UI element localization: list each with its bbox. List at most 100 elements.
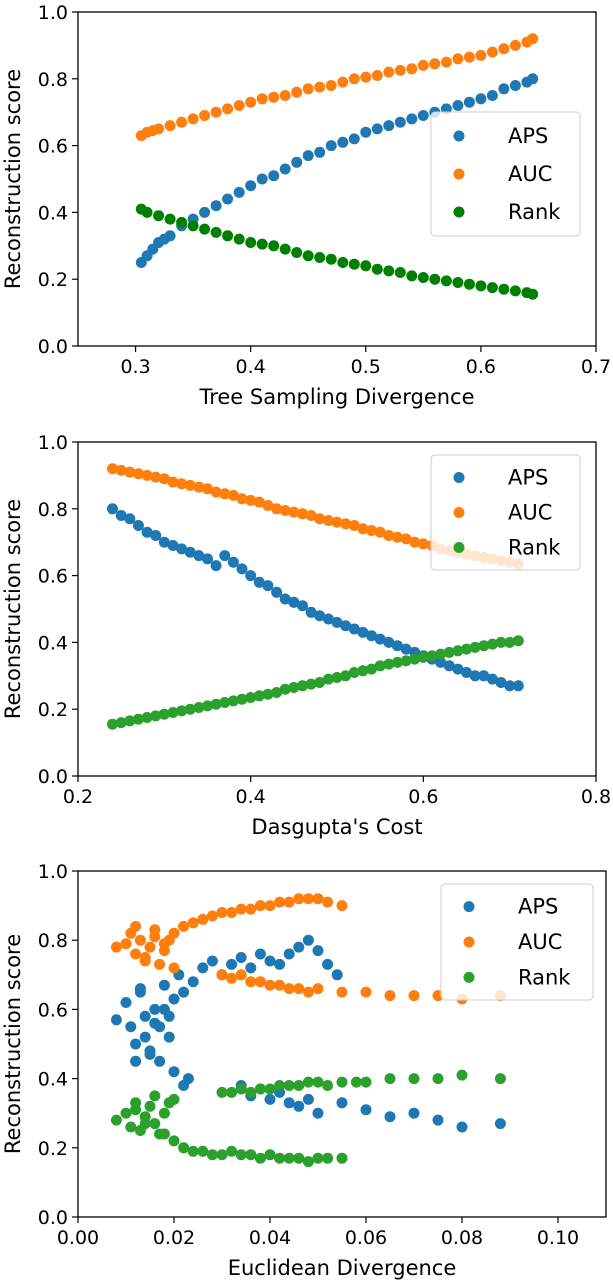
point-aps <box>394 116 406 128</box>
legend-marker-aps <box>453 472 465 483</box>
point-auc <box>360 71 372 83</box>
point-rank <box>391 656 403 668</box>
point-aps <box>202 553 213 565</box>
point-auc <box>210 106 222 118</box>
point-aps <box>199 206 211 218</box>
x-tick-label: 0.06 <box>345 1227 387 1249</box>
point-rank <box>149 1090 161 1102</box>
point-rank <box>168 1135 180 1147</box>
point-rank <box>197 1145 209 1157</box>
point-rank <box>115 717 127 729</box>
point-auc <box>139 952 151 963</box>
point-auc <box>235 903 247 915</box>
point-rank <box>124 715 136 727</box>
point-auc <box>168 962 180 974</box>
point-aps <box>184 546 196 558</box>
point-rank <box>360 260 372 272</box>
point-rank <box>268 240 280 252</box>
point-aps <box>348 133 360 145</box>
legend-label-auc: AUC <box>508 501 552 525</box>
point-aps <box>408 1107 420 1119</box>
point-auc <box>297 508 308 520</box>
point-rank <box>210 226 222 238</box>
point-rank <box>348 667 360 678</box>
point-aps <box>302 1093 314 1105</box>
point-rank <box>120 1107 132 1119</box>
point-rank <box>366 663 377 675</box>
y-tick-label: 0.2 <box>38 269 68 291</box>
point-rank <box>253 690 265 702</box>
point-aps <box>293 1100 305 1112</box>
point-rank <box>478 640 490 652</box>
point-rank <box>429 273 441 285</box>
point-auc <box>305 510 317 521</box>
legend: APS AUC Rank <box>440 883 594 1001</box>
point-rank <box>348 258 360 270</box>
y-tick-label: 0.4 <box>38 632 68 654</box>
point-auc <box>233 100 245 111</box>
point-aps <box>187 976 199 988</box>
point-aps <box>130 1038 142 1050</box>
point-rank <box>283 1080 295 1091</box>
point-rank <box>504 636 516 648</box>
point-rank <box>417 651 429 663</box>
point-aps <box>245 180 257 192</box>
point-rank <box>256 238 268 250</box>
point-rank <box>187 220 199 232</box>
point-auc <box>302 893 314 905</box>
point-auc <box>336 900 348 912</box>
point-rank <box>486 282 498 294</box>
point-rank <box>374 660 386 672</box>
point-auc <box>314 513 326 525</box>
point-aps <box>357 626 369 638</box>
point-auc <box>115 464 127 476</box>
point-rank <box>527 288 539 300</box>
point-rank <box>125 1121 137 1133</box>
point-rank <box>271 687 283 698</box>
point-rank <box>176 216 188 228</box>
point-aps <box>512 680 524 692</box>
point-aps <box>336 1097 348 1109</box>
point-aps <box>360 1104 372 1116</box>
point-aps <box>256 173 268 185</box>
point-aps <box>527 73 539 85</box>
point-auc <box>336 986 348 998</box>
point-aps <box>297 600 308 612</box>
point-auc <box>302 986 314 998</box>
point-rank <box>254 1152 266 1164</box>
point-aps <box>264 1093 276 1105</box>
point-aps <box>158 536 170 548</box>
point-auc <box>293 893 305 905</box>
y-tick-label: 0.0 <box>38 766 68 788</box>
point-aps <box>210 560 222 572</box>
point-rank <box>291 247 303 258</box>
point-aps <box>197 962 209 974</box>
x-tick-label: 0.6 <box>408 786 438 808</box>
point-aps <box>337 136 349 148</box>
point-auc <box>279 90 291 101</box>
point-auc <box>144 941 156 953</box>
point-rank <box>325 253 337 265</box>
point-auc <box>153 123 165 135</box>
point-auc <box>236 493 248 505</box>
point-auc <box>417 59 429 71</box>
point-rank <box>383 265 395 277</box>
point-auc <box>227 489 239 501</box>
point-auc <box>254 900 266 912</box>
point-aps <box>233 186 245 198</box>
point-aps <box>154 1055 166 1067</box>
point-auc <box>384 990 396 1002</box>
point-rank <box>274 1080 286 1091</box>
point-aps <box>283 948 295 960</box>
point-aps <box>226 958 238 970</box>
point-auc <box>322 896 334 908</box>
point-aps <box>134 983 146 995</box>
point-rank <box>336 1152 348 1164</box>
point-aps <box>158 979 170 991</box>
series-auc <box>110 893 506 1005</box>
point-rank <box>206 1149 218 1161</box>
point-aps <box>271 586 283 598</box>
point-auc <box>348 73 360 85</box>
point-rank <box>176 705 188 717</box>
point-rank <box>193 702 205 713</box>
